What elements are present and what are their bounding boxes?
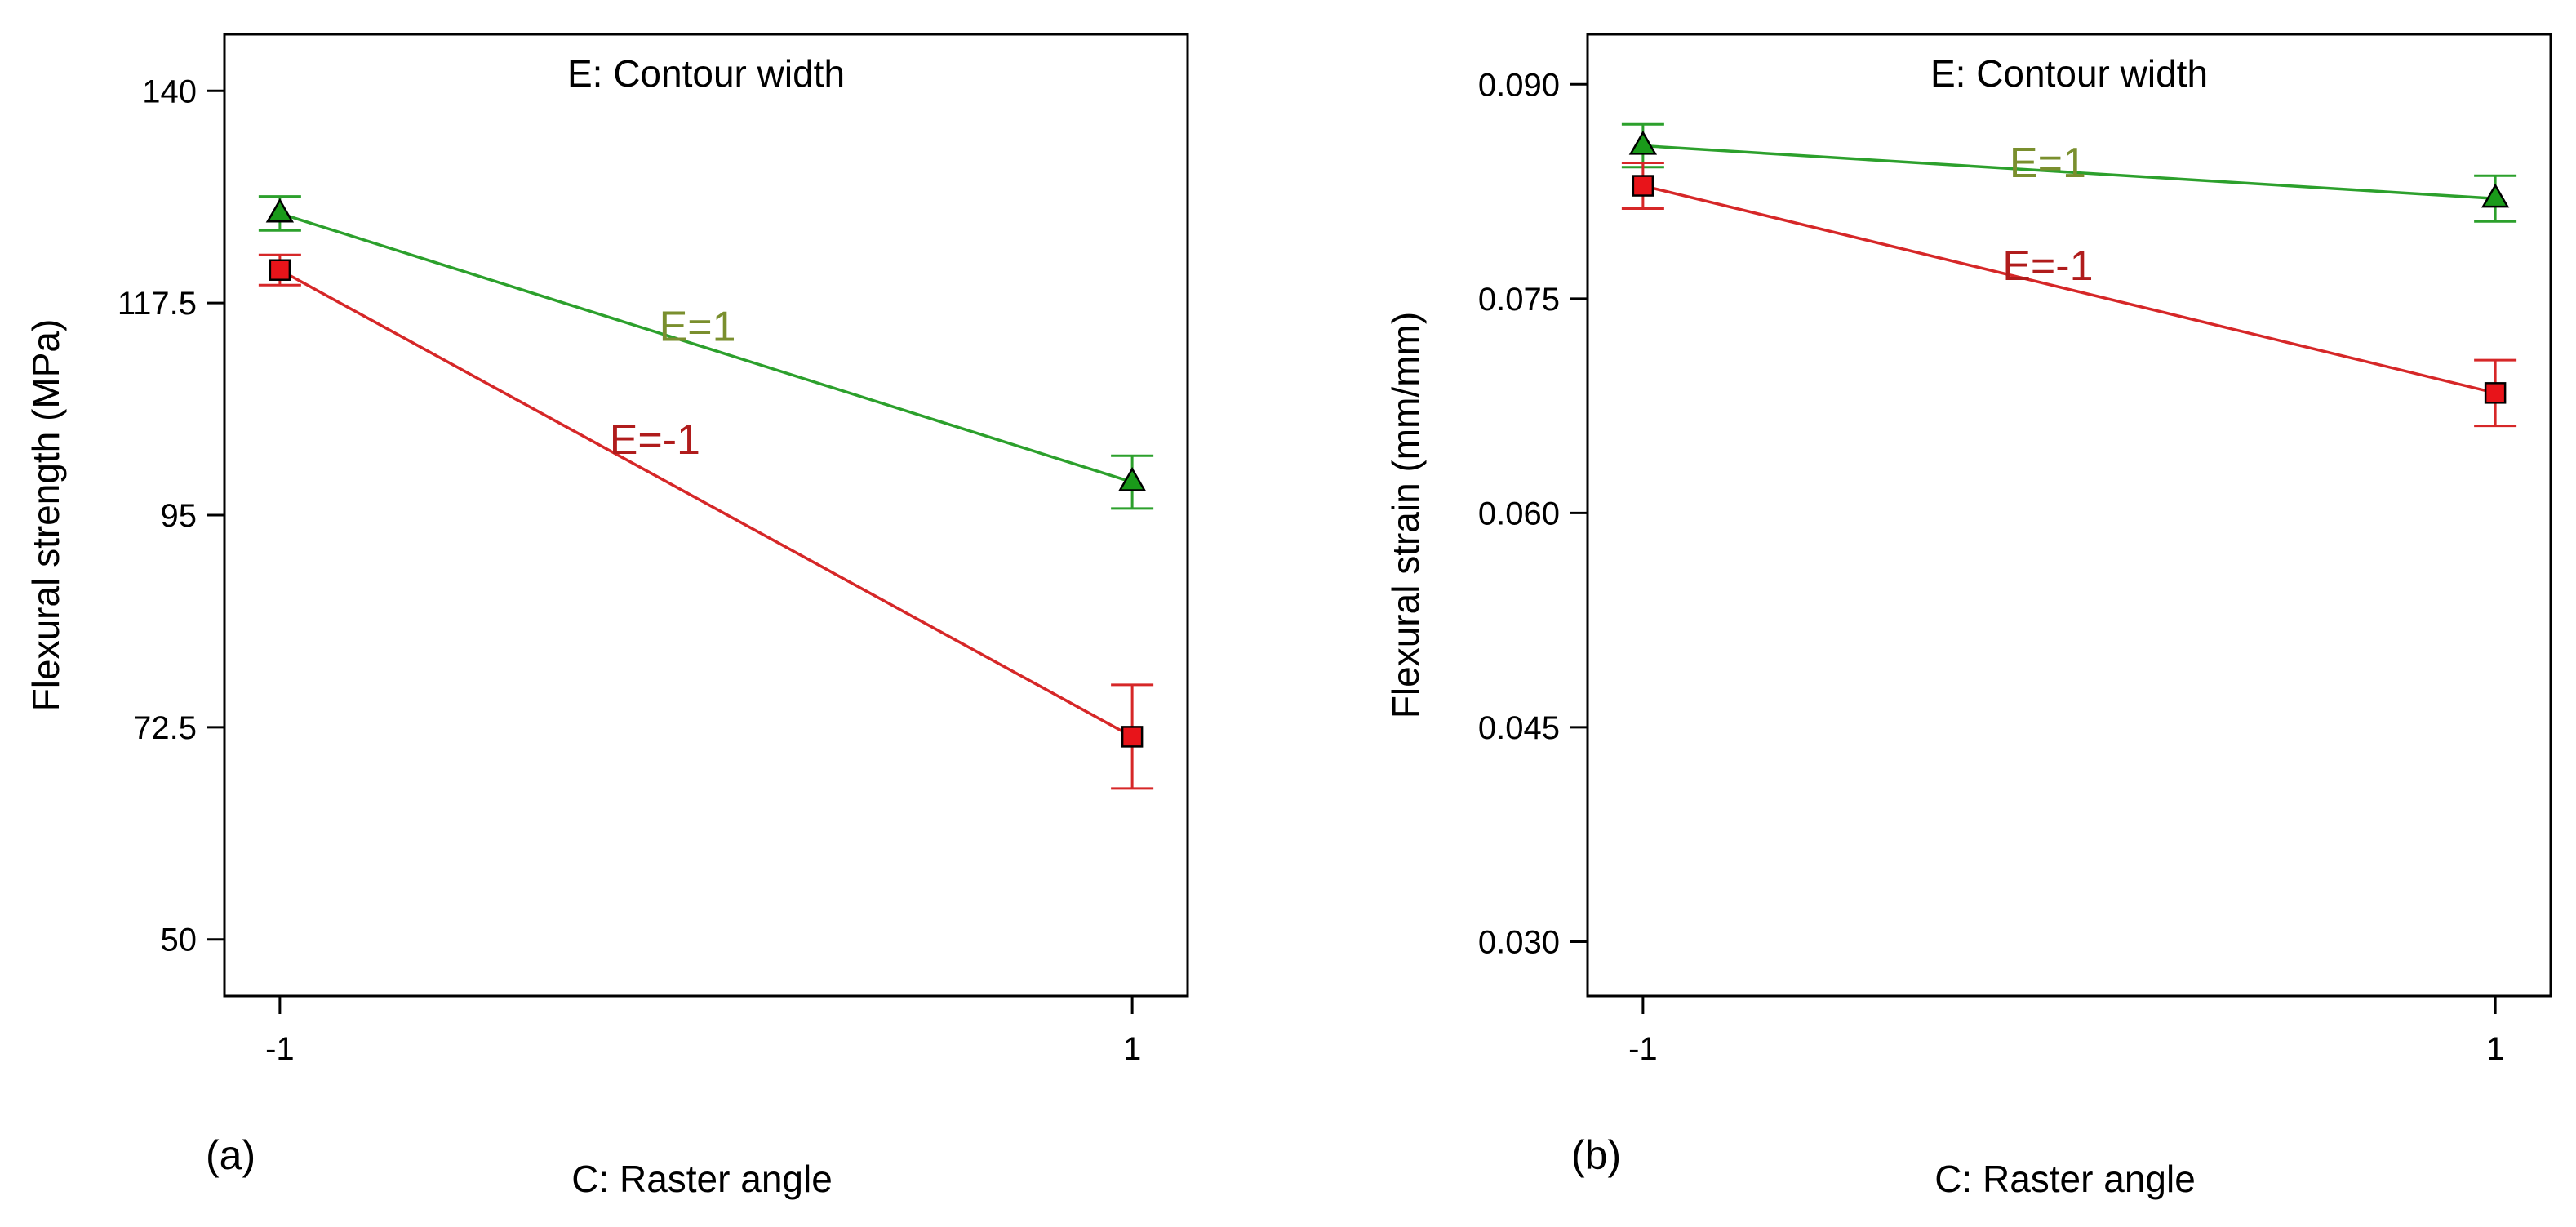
x-tick-label: 1 [2486,1031,2504,1067]
plot-frame [1586,33,2552,998]
y-tick-label: 0.045 [1478,710,1560,746]
chart-panel-b: E: Contour width Flexural strain (mm/mm)… [1384,33,2552,1200]
series-E=1: E=1 [1621,122,2517,223]
y-tick-label: 0.090 [1478,67,1560,103]
series-label: E=1 [2010,140,2086,187]
data-point-triangle [1628,130,1658,155]
series-label: E=-1 [2002,242,2093,290]
y-axis-ticks: 0.030 0.045 0.060 0.075 0.090 [1478,67,1588,960]
data-point-triangle [1117,466,1147,491]
x-axis-ticks: -1 1 [265,996,1141,1067]
series-line [279,211,1133,484]
plot-frame [223,33,1189,998]
series-layer: E=1 E=-1 [1621,122,2517,428]
x-axis-ticks: -1 1 [1628,996,2504,1067]
series-label: E=1 [660,303,736,350]
data-point-square [269,259,291,281]
series-line [1642,184,2496,395]
data-point-square [2484,382,2507,404]
y-tick-label: 95 [161,498,198,534]
series-layer: E=1 E=-1 [258,195,1154,790]
x-axis-label: C: Raster angle [571,1158,833,1200]
chart-title: E: Contour width [567,52,845,95]
y-tick-label: 0.060 [1478,496,1560,531]
data-point-triangle [2481,183,2510,208]
series-line [279,269,1133,738]
series-label: E=-1 [610,416,700,464]
y-axis-label: Flexural strength (MPa) [24,319,67,712]
data-point-square [1121,726,1144,748]
data-point-square [1632,175,1654,197]
panel-label: (b) [1571,1132,1621,1178]
y-tick-label: 0.075 [1478,282,1560,318]
x-tick-label: 1 [1123,1031,1141,1067]
y-tick-label: 72.5 [133,710,197,746]
y-axis-label: Flexural strain (mm/mm) [1384,312,1427,718]
x-axis-label: C: Raster angle [1934,1158,2196,1200]
series-E=-1: E=-1 [1621,162,2517,428]
series-E=-1: E=-1 [258,253,1154,790]
panel-label: (a) [206,1132,255,1178]
series-line [1642,144,2496,201]
chart-title: E: Contour width [1930,52,2208,95]
x-tick-label: -1 [1628,1031,1658,1067]
series-E=1: E=1 [258,195,1154,510]
y-tick-label: 0.030 [1478,924,1560,960]
data-point-triangle [265,198,295,223]
y-tick-label: 117.5 [118,286,197,322]
y-axis-ticks: 50 72.5 95 117.5 140 [118,73,224,958]
chart-panel-a: E: Contour width Flexural strength (MPa)… [24,33,1189,1200]
x-tick-label: -1 [265,1031,295,1067]
y-tick-label: 140 [142,73,197,109]
y-tick-label: 50 [161,922,198,958]
